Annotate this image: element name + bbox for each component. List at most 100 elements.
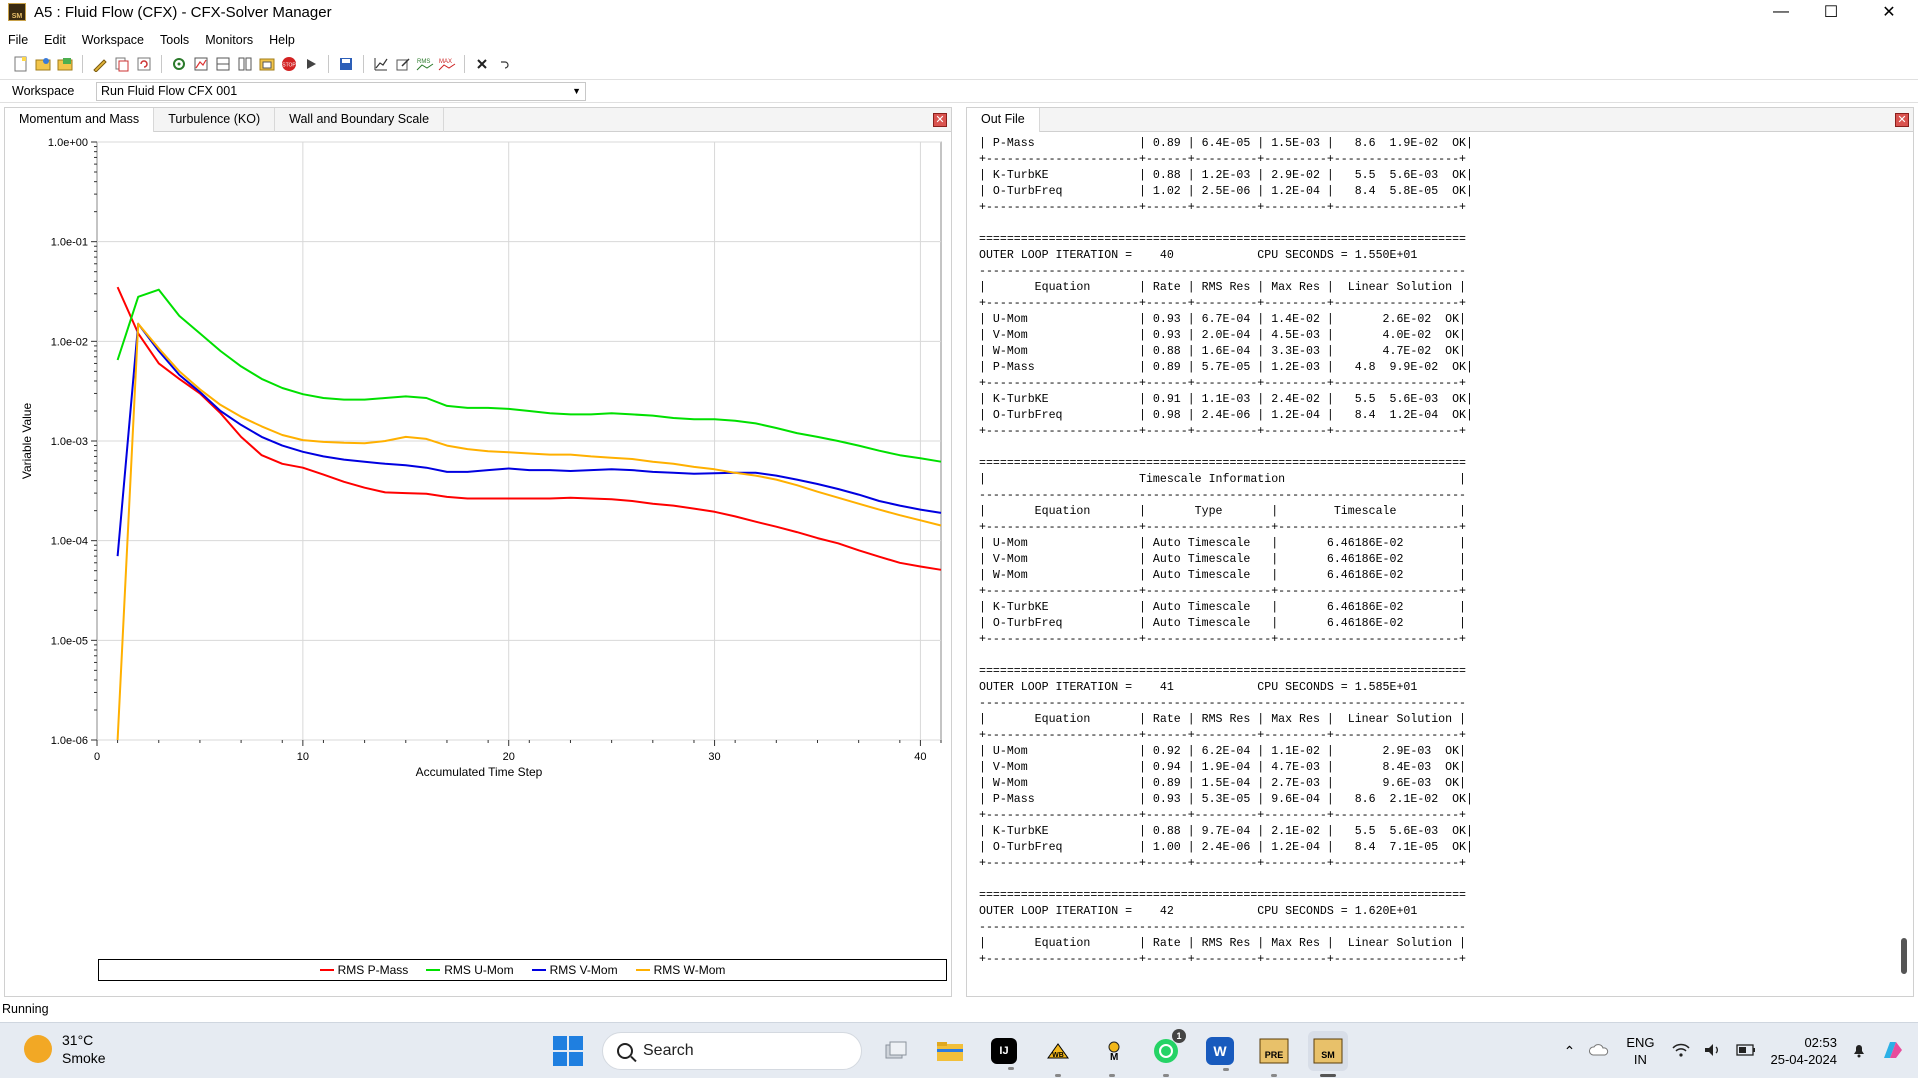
onedrive-cloud-icon[interactable] — [1589, 1043, 1609, 1059]
notification-bell-icon[interactable] — [1852, 1042, 1866, 1061]
series-line-rms-u-mom — [116, 288, 942, 463]
scrollbar-thumb[interactable] — [1901, 938, 1907, 974]
out-file-line: +----------------------+------+---------… — [979, 425, 1467, 438]
max-residual-icon[interactable]: MAX — [438, 55, 456, 73]
taskbar-search[interactable]: Search — [602, 1032, 862, 1070]
out-file-line: ----------------------------------------… — [979, 265, 1467, 278]
open-results-icon[interactable] — [34, 55, 52, 73]
status-text: Running — [2, 1002, 49, 1016]
maximize-button[interactable]: ☐ — [1823, 4, 1839, 21]
close-x-icon[interactable] — [473, 55, 491, 73]
display-monitor-icon[interactable] — [192, 55, 210, 73]
series-line-rms-v-mom — [116, 322, 942, 557]
word-icon[interactable]: W — [1206, 1037, 1234, 1071]
rms-residual-icon[interactable]: RMS — [416, 55, 434, 73]
clock-date: 25-04-2024 — [1770, 1052, 1838, 1067]
menu-help[interactable]: Help — [269, 33, 295, 47]
intellij-icon[interactable]: IJ — [991, 1038, 1017, 1070]
battery-icon[interactable] — [1735, 1043, 1756, 1059]
legend-item[interactable]: RMS V-Mom — [531, 963, 618, 977]
out-file-line: +----------------------+----------------… — [979, 585, 1467, 598]
tab-turbulence[interactable]: Turbulence (KO) — [154, 108, 276, 132]
minimize-button[interactable]: — — [1773, 3, 1789, 20]
tab-momentum-and-mass[interactable]: Momentum and Mass — [5, 108, 155, 132]
edit-monitor-icon[interactable] — [394, 55, 412, 73]
task-view-icon[interactable] — [876, 1031, 916, 1071]
tab-out-file[interactable]: Out File — [967, 108, 1040, 132]
monitor-tabs: Momentum and Mass Turbulence (KO) Wall a… — [5, 108, 951, 132]
out-file-line: | O-TurbFreq | Auto Timescale | 6.46186E… — [979, 617, 1467, 630]
menu-tools[interactable]: Tools — [160, 33, 190, 47]
undo-icon[interactable] — [495, 55, 513, 73]
out-file-line: +----------------------+------+---------… — [979, 729, 1467, 742]
stop-run-icon[interactable]: STOP — [280, 55, 298, 73]
close-out-file-icon[interactable]: ✕ — [1895, 113, 1909, 127]
tab-wall-and-boundary-scale[interactable]: Wall and Boundary Scale — [275, 108, 445, 132]
mechanical-icon[interactable]: M — [1092, 1031, 1132, 1077]
taskbar-apps: Search IJ WB M 1 W PRE SM — [548, 1029, 1348, 1077]
legend-swatch — [635, 969, 650, 971]
out-file-line: +----------------------+------+---------… — [979, 857, 1467, 870]
volume-icon[interactable] — [1704, 1043, 1722, 1060]
out-file-line: | W-Mom | 0.89 | 1.5E-04 | 2.7E-03 | 9.6… — [979, 777, 1467, 790]
solver-manager-label: SM — [1321, 1050, 1335, 1060]
y-tick-label: 1.0e-06 — [51, 735, 88, 747]
play-run-icon[interactable] — [302, 55, 320, 73]
legend-label: RMS U-Mom — [444, 963, 514, 977]
menu-monitors[interactable]: Monitors — [205, 33, 254, 47]
cfx-pre-icon[interactable]: PRE — [1254, 1031, 1294, 1077]
new-run-icon[interactable] — [12, 55, 30, 73]
clock[interactable]: 02:53 25-04-2024 — [1771, 1034, 1838, 1068]
copy-run-icon[interactable] — [113, 55, 131, 73]
whatsapp-icon[interactable]: 1 — [1146, 1029, 1186, 1077]
wifi-icon[interactable] — [1671, 1043, 1690, 1060]
chevron-up-icon[interactable]: ⌃ — [1563, 1042, 1576, 1059]
edit-run-icon[interactable] — [91, 55, 109, 73]
menu-edit[interactable]: Edit — [44, 33, 66, 47]
menu-workspace[interactable]: Workspace — [81, 33, 144, 47]
out-file-line — [979, 216, 1879, 232]
language-indicator[interactable]: ENG IN — [1626, 1034, 1654, 1068]
out-file-line: +----------------------+------+---------… — [979, 153, 1467, 166]
out-file-line — [979, 872, 1879, 888]
out-file-line: +----------------------+------+---------… — [979, 809, 1467, 822]
out-file-line — [979, 440, 1879, 456]
copilot-icon[interactable] — [1880, 1038, 1904, 1065]
menu-file[interactable]: File — [8, 33, 29, 47]
toolbar: STOP RMS MAX — [0, 52, 1918, 76]
y-tick-label: 1.0e-01 — [51, 237, 88, 249]
legend-label: RMS V-Mom — [549, 963, 618, 977]
arrange-icon[interactable] — [258, 55, 276, 73]
workbench-label: WB — [1052, 1052, 1064, 1059]
workspace-select[interactable]: Run Fluid Flow CFX 001 ▼ — [96, 82, 586, 101]
status-bar: Running — [0, 998, 1918, 1020]
legend-item[interactable]: RMS P-Mass — [319, 963, 408, 977]
out-file-line: | Equation | Rate | RMS Res | Max Res | … — [979, 713, 1467, 726]
close-window-button[interactable]: ✕ — [1882, 4, 1896, 21]
windows-start-icon[interactable] — [548, 1031, 588, 1071]
legend-item[interactable]: RMS W-Mom — [635, 963, 725, 977]
y-tick-label: 1.0e-02 — [51, 336, 88, 348]
solver-manager-icon[interactable]: SM — [1308, 1031, 1348, 1077]
save-icon[interactable] — [337, 55, 355, 73]
out-file-line: OUTER LOOP ITERATION = 40 CPU SECONDS = … — [979, 249, 1418, 262]
system-tray: ⌃ ENG IN 02:53 25-04-2024 — [1557, 1023, 1918, 1079]
workspace-properties-icon[interactable] — [170, 55, 188, 73]
out-file-line: +----------------------+----------------… — [979, 633, 1467, 646]
out-file-scrollbar[interactable] — [1897, 136, 1909, 996]
layout-icon[interactable] — [214, 55, 232, 73]
out-file-line: ========================================… — [979, 889, 1467, 902]
out-file-line: ========================================… — [979, 233, 1467, 246]
lang-code: ENG — [1626, 1035, 1655, 1050]
workbench-icon[interactable]: WB — [1038, 1031, 1078, 1077]
close-monitor-panel-icon[interactable]: ✕ — [933, 113, 947, 127]
tile-icon[interactable] — [236, 55, 254, 73]
restart-run-icon[interactable] — [135, 55, 153, 73]
out-file-text[interactable]: | P-Mass | 0.89 | 6.4E-05 | 1.5E-03 | 8.… — [979, 136, 1879, 976]
monitor-plot-icon[interactable] — [372, 55, 390, 73]
monitor-run-icon[interactable] — [56, 55, 74, 73]
legend-item[interactable]: RMS U-Mom — [426, 963, 514, 977]
weather-widget[interactable]: 31°C Smoke — [24, 1031, 106, 1067]
out-file-line: | K-TurbKE | 0.88 | 1.2E-03 | 2.9E-02 | … — [979, 169, 1473, 182]
file-explorer-icon[interactable] — [930, 1031, 970, 1071]
